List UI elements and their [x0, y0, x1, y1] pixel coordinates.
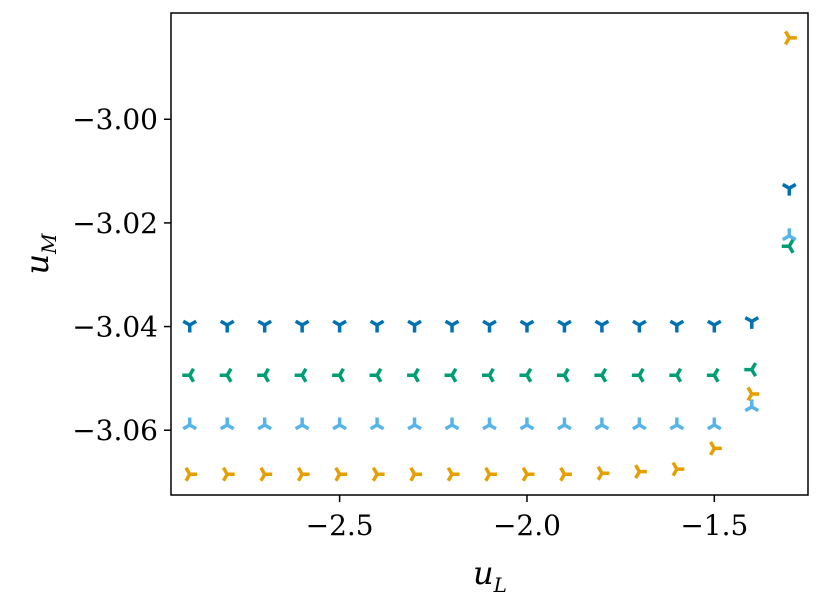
x-axis-label-subscript: L — [493, 573, 507, 597]
y-tick-label: −3.04 — [72, 311, 158, 344]
data-point — [446, 466, 460, 482]
data-point — [219, 319, 235, 333]
data-point — [407, 319, 422, 333]
data-point — [332, 367, 345, 383]
data-point — [781, 182, 797, 196]
data-point — [482, 417, 497, 431]
data-point — [444, 367, 458, 383]
data-point — [219, 417, 235, 431]
data-point — [257, 367, 270, 383]
series-3-markers — [182, 228, 797, 431]
data-point — [332, 417, 347, 431]
data-point — [632, 417, 647, 431]
y-axis-label-subscript: M — [37, 233, 61, 255]
data-point — [369, 319, 385, 333]
data-point — [596, 465, 610, 481]
data-point — [294, 319, 310, 333]
data-point — [407, 367, 420, 383]
data-point — [444, 417, 460, 431]
data-point — [409, 466, 423, 482]
data-point — [746, 386, 760, 402]
y-axis-label-main: u — [18, 254, 56, 275]
data-point — [482, 367, 495, 383]
data-point — [669, 417, 685, 431]
y-tick-label: −3.02 — [72, 207, 158, 240]
y-tick-label: −3.06 — [72, 414, 158, 447]
data-point — [369, 417, 385, 431]
data-point — [294, 367, 308, 383]
data-point — [557, 417, 572, 431]
data-point — [332, 319, 347, 333]
x-axis-ticks: −2.5 −2.0 −1.5 — [306, 495, 748, 542]
data-point — [182, 319, 198, 333]
data-point — [559, 466, 572, 482]
data-point — [706, 319, 722, 333]
data-point — [444, 319, 460, 333]
data-point — [371, 466, 385, 482]
data-point — [744, 316, 760, 329]
series-4-markers — [184, 30, 797, 482]
data-point — [669, 319, 685, 333]
plot-frame — [170, 12, 809, 496]
data-point — [671, 461, 685, 477]
series-1-markers — [182, 182, 797, 333]
data-point — [521, 466, 535, 482]
data-point — [744, 399, 760, 413]
data-point — [484, 466, 497, 482]
x-axis-label: uL — [473, 554, 507, 597]
data-point — [294, 417, 310, 431]
data-point — [631, 367, 645, 383]
data-point — [594, 367, 608, 383]
data-point — [706, 367, 720, 383]
data-point — [634, 464, 647, 480]
data-point — [257, 319, 273, 333]
data-point — [182, 367, 196, 383]
data-point — [781, 228, 797, 242]
data-point — [257, 417, 273, 431]
y-axis-ticks: −3.00 −3.02 −3.04 −3.06 — [72, 103, 171, 447]
data-point — [556, 367, 570, 383]
series-2-markers — [182, 238, 795, 383]
data-point — [669, 367, 683, 383]
data-point — [219, 367, 233, 383]
data-point — [296, 466, 310, 482]
data-point — [744, 362, 758, 377]
x-tick-label: −1.5 — [680, 509, 748, 542]
data-point — [334, 466, 348, 482]
data-point — [519, 319, 535, 333]
x-tick-label: −2.5 — [306, 509, 374, 542]
data-point — [709, 440, 722, 456]
data-point — [706, 417, 722, 431]
data-point — [632, 319, 647, 333]
data-markers — [182, 30, 797, 482]
data-point — [182, 417, 198, 431]
data-point — [369, 367, 383, 383]
y-tick-label: −3.00 — [72, 103, 158, 136]
data-point — [221, 466, 235, 482]
data-point — [594, 319, 610, 333]
data-point — [259, 466, 273, 482]
data-point — [781, 238, 795, 254]
data-point — [184, 466, 198, 482]
data-point — [519, 417, 535, 431]
data-point — [783, 30, 797, 46]
x-tick-label: −2.0 — [493, 509, 561, 542]
data-point — [482, 319, 497, 333]
y-axis-label: uM — [18, 233, 61, 275]
data-point — [557, 319, 572, 333]
x-axis-label-main: u — [473, 554, 494, 592]
data-point — [519, 367, 533, 383]
data-point — [594, 417, 610, 431]
data-point — [407, 417, 422, 431]
